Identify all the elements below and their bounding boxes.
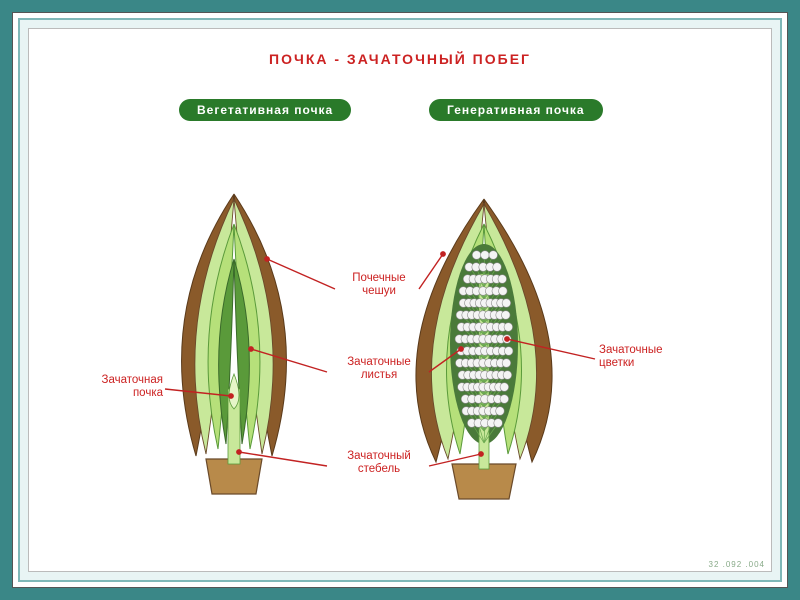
label-leaves: Зачаточныелистья [329,356,429,382]
generative-bud [416,199,552,499]
main-title: ПОЧКА - ЗАЧАТОЧНЫЙ ПОБЕГ [29,51,771,67]
diagram-area: Почечныечешуи Зачаточныелистья Зачаточны… [29,144,771,565]
label-flowers: Зачаточныецветки [599,344,699,370]
mid-frame: ПОЧКА - ЗАЧАТОЧНЫЙ ПОБЕГ Вегетативная по… [18,18,782,582]
label-scales: Почечныечешуи [339,272,419,298]
subtitle-generative: Генеративная почка [429,99,603,121]
inner-frame: ПОЧКА - ЗАЧАТОЧНЫЙ ПОБЕГ Вегетативная по… [28,28,772,572]
subtitle-vegetative: Вегетативная почка [179,99,351,121]
label-bud: Зачаточнаяпочка [73,374,163,400]
id-tag: 32 .092 .004 [709,560,765,569]
label-stem: Зачаточныйстебель [329,450,429,476]
vegetative-bud [182,194,287,494]
outer-frame: ПОЧКА - ЗАЧАТОЧНЫЙ ПОБЕГ Вегетативная по… [12,12,788,588]
